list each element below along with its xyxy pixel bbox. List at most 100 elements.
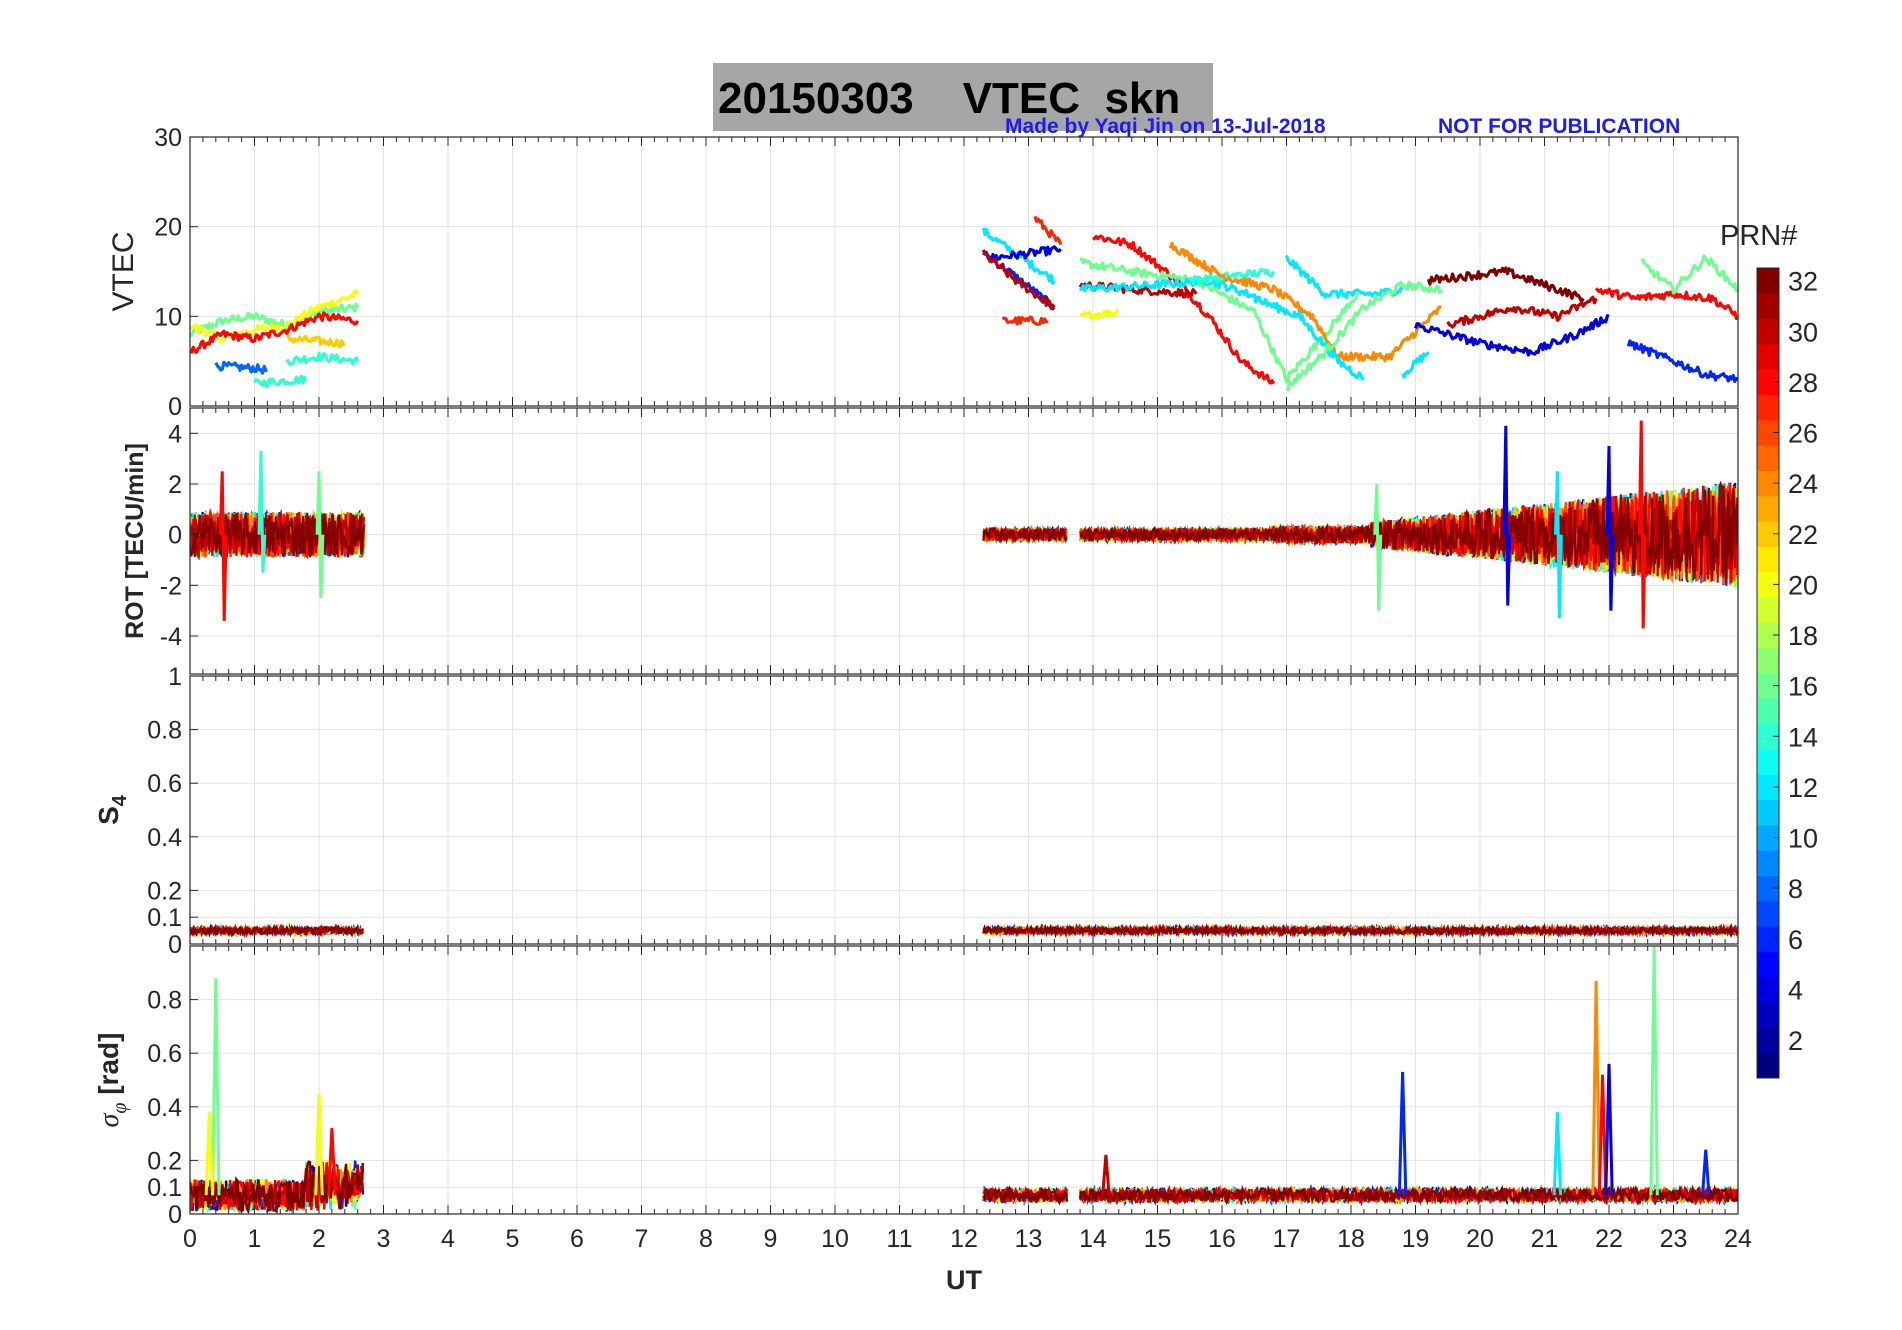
colorbar-cell <box>1757 318 1779 345</box>
x-tick-label: 21 <box>1531 1225 1559 1253</box>
chart-title: 20150303 VTEC skn <box>718 74 1181 123</box>
y-tick-label: 0.1 <box>147 1174 182 1202</box>
colorbar-tick-label: 32 <box>1788 267 1818 297</box>
sigma-spike <box>1552 1112 1563 1196</box>
vtec-series-prn-16 <box>1286 280 1443 392</box>
colorbar-cell <box>1757 748 1779 775</box>
rot-spike <box>1502 425 1512 606</box>
y-axis-label: VTEC <box>107 231 140 311</box>
x-tick-label: 11 <box>887 1225 913 1253</box>
y-tick-label: 0.1 <box>147 904 182 932</box>
colorbar-cell <box>1757 597 1779 623</box>
y-tick-label: -4 <box>160 623 182 651</box>
rot-spike <box>1605 445 1615 611</box>
sigma_phi-series-prn-32 <box>982 1186 1069 1206</box>
panel-s4: 00.10.2 0.4 0.6 0.8 1 S4 <box>93 663 1739 959</box>
colorbar-tick-label: 2 <box>1788 1026 1803 1056</box>
x-tick-label: 1 <box>248 1225 262 1253</box>
colorbar-cell <box>1757 799 1779 826</box>
rot-spike <box>1637 420 1647 629</box>
vtec-series-prn-14 <box>285 351 360 367</box>
y-axis-label: S4 <box>93 794 131 825</box>
colorbar-tick-label: 24 <box>1788 469 1818 499</box>
rot-spike <box>218 471 228 621</box>
y-tick-label: 0.8 <box>147 717 182 745</box>
x-tick-label: 3 <box>377 1225 391 1253</box>
rot-spike <box>315 471 325 599</box>
colorbar-tick-label: 10 <box>1788 824 1818 854</box>
colorbar-cell <box>1757 951 1779 978</box>
vtec-series-prn-20 <box>1079 308 1120 321</box>
y-tick-label: 20 <box>154 214 182 242</box>
vtec-series-prn-32 <box>1426 266 1585 304</box>
colorbar-cell <box>1757 976 1779 1003</box>
colorbar-tick-label: 4 <box>1788 975 1803 1005</box>
x-axis-label: UT <box>946 1265 982 1295</box>
sigma-spike <box>204 1112 215 1196</box>
colorbar-cell <box>1757 673 1779 699</box>
sigma-spike <box>1101 1154 1111 1196</box>
colorbar-tick-label: 26 <box>1788 419 1818 449</box>
colorbar-cell <box>1757 622 1779 649</box>
s4-series-prn-32 <box>190 923 364 938</box>
vtec-series-prn-16 <box>190 302 360 337</box>
y-tick-label: 0.8 <box>147 987 182 1015</box>
colorbar-tick-label: 6 <box>1788 925 1803 955</box>
rot-spike <box>1373 483 1383 611</box>
x-tick-label: 13 <box>1015 1225 1043 1253</box>
colorbar-tick-label: 22 <box>1788 520 1818 550</box>
rot-spike <box>257 451 267 573</box>
vtec-series-prn-4 <box>1413 314 1610 357</box>
colorbar-cell <box>1757 369 1779 396</box>
x-tick-label: 6 <box>570 1225 584 1253</box>
colorbar-cell <box>1757 495 1779 522</box>
credit-notice: NOT FOR PUBLICATION <box>1438 115 1681 138</box>
y-tick-label: 0.6 <box>147 770 182 798</box>
colorbar-cell <box>1757 1002 1779 1028</box>
x-tick-label: 19 <box>1402 1225 1430 1253</box>
x-tick-label: 5 <box>506 1225 520 1253</box>
x-tick-label: 17 <box>1273 1225 1301 1253</box>
vtec-series-prn-30 <box>981 249 1056 310</box>
x-tick-label: 20 <box>1466 1225 1494 1253</box>
x-tick-label: 18 <box>1337 1225 1365 1253</box>
y-axis-label-sub: φ <box>109 1103 131 1114</box>
sigma_phi-series-prn-32 <box>1078 1184 1738 1207</box>
colorbar-cell <box>1757 268 1779 294</box>
credit-author: Made by Yaqi Jin on 13-Jul-2018 <box>1005 115 1326 138</box>
sigma-spike <box>1649 946 1659 1196</box>
y-axis-label: σφ [rad] <box>93 1033 131 1128</box>
vtec-series-prn-24 <box>1168 241 1442 363</box>
colorbar-tick-label: 28 <box>1788 368 1818 398</box>
vtec-series-prn-14 <box>253 374 308 388</box>
series-layer <box>190 420 1738 629</box>
colorbar-cell <box>1757 1052 1779 1079</box>
series-layer <box>190 215 1738 392</box>
y-axis-label: ROT [TECU/min] <box>121 443 149 639</box>
vtec-series-prn-12 <box>1253 296 1365 381</box>
vtec-series-prn-14 <box>1188 268 1276 286</box>
colorbar-tick-label: 8 <box>1788 874 1803 904</box>
y-tick-label: 0 <box>168 1201 182 1229</box>
vtec-series-prn-12 <box>1401 351 1430 379</box>
colorbar-cell <box>1757 546 1779 573</box>
sigma-spike <box>1604 1063 1614 1196</box>
colorbar-cell <box>1757 445 1779 471</box>
vtec-series-prn-20 <box>190 289 360 344</box>
y-axis-label-main: S <box>93 806 124 825</box>
panel-rot: -4 -2 0 2 4 ROT [TECU/min] <box>121 407 1739 675</box>
sigma-spike <box>314 1093 324 1196</box>
colorbar-cell <box>1757 698 1779 725</box>
colorbar-frame <box>1756 267 1780 1079</box>
colorbar-tick-label: 20 <box>1788 570 1818 600</box>
vtec-series-prn-16 <box>1640 254 1738 295</box>
vtec-series-prn-27 <box>1001 315 1049 326</box>
y-tick-label: 2 <box>168 471 182 499</box>
colorbar-cell <box>1757 521 1779 547</box>
colorbar-cell <box>1757 394 1779 421</box>
title-box <box>713 63 1213 131</box>
colorbar-cell <box>1757 470 1779 497</box>
